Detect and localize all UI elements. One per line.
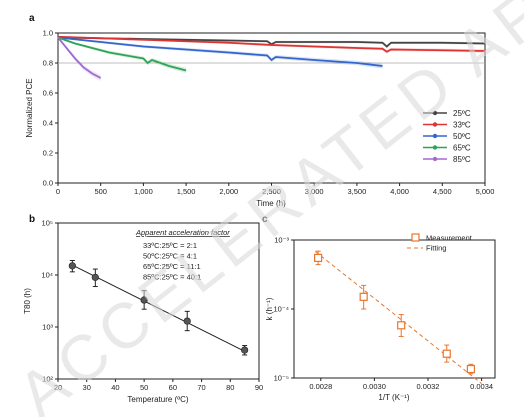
legend-label-fitting: Fitting [426,244,446,253]
y-tick-label: 0.0 [43,179,53,188]
fit-line [315,251,482,384]
annotation-line: 33ºC:25ºC = 2:1 [143,241,197,250]
data-point [397,321,406,330]
panel-a: a 0 500 1,000 1,500 2,000 2,500 3,000 3,500 4,00… [25,13,494,208]
legend-marker-1 [432,122,438,127]
data-point [241,346,249,354]
data-point [466,364,475,374]
y-tick-label: 10⁻³ [274,236,289,245]
panel-b: b 20 30 40 50 60 70 80 90 10² 10³ 10⁴ 10⁵ Apparent … [23,214,263,404]
x-tick-label: 0 [56,187,60,196]
panel-c: c 0.0028 0.0030 0.0032 0.0034 10⁻⁵ 10⁻⁴ 10⁻³ M… [262,214,496,402]
y-tick-label: 10² [42,375,53,384]
x-tick-label: 2,500 [262,187,281,196]
x-tick-label: 4,500 [433,187,452,196]
panel-b-x-label: Temperature (ºC) [127,395,188,404]
x-tick-label: 30 [83,383,91,392]
data-point [68,262,76,270]
x-tick-label: 5,000 [476,187,495,196]
panel-a-legend: 25ºC 33ºC 50ºC 65ºC 85ºC [423,109,471,164]
x-tick-label: 90 [255,383,263,392]
x-tick-label: 500 [94,187,107,196]
series-line-2 [57,36,383,67]
panel-a-x-label: Time (h) [256,199,286,208]
fit-line [72,264,245,352]
annotation-line: 65ºC:25ºC = 11:1 [143,262,201,271]
legend-label-1: 33ºC [453,121,471,130]
y-tick-label: 10⁴ [41,271,53,280]
annotation-line: 50ºC:25ºC = 4:1 [143,252,197,261]
x-tick-label: 0.0034 [470,382,493,391]
x-tick-label: 0.0028 [309,382,332,391]
x-tick-label: 2,000 [219,187,238,196]
y-tick-label: 10⁻⁴ [273,305,289,314]
series-line-4 [57,36,102,79]
panel-b-y-label: T80 (h) [23,288,32,314]
y-tick-label: 10⁻⁵ [274,374,289,383]
legend-marker-4 [432,156,438,162]
x-tick-label: 1,000 [134,187,153,196]
y-tick-label: 0.4 [43,119,53,128]
x-tick-label: 3,500 [348,187,367,196]
legend-marker-measurement [411,233,420,242]
x-tick-label: 20 [54,383,62,392]
legend-label-4: 85ºC [453,155,471,164]
legend-label-2: 50ºC [453,132,471,141]
panel-c-y-label: k (h⁻¹) [265,297,274,320]
y-tick-label: 10⁵ [42,219,53,228]
x-tick-label: 70 [197,383,205,392]
panel-a-label: a [29,13,35,24]
x-tick-label: 1,500 [177,187,196,196]
x-tick-label: 3,000 [305,187,324,196]
data-point [140,296,148,304]
y-tick-label: 0.2 [43,149,53,158]
annotation-line: 85ºC:25ºC = 40:1 [143,273,201,282]
series-line-3 [57,36,187,72]
series-band-4 [58,36,101,81]
panel-b-label: b [29,214,35,225]
panel-a-y-label: Normalized PCE [25,78,34,137]
series-line-0 [57,36,486,48]
legend-marker-0 [432,110,438,116]
data-point [359,292,368,301]
data-point [183,317,191,325]
data-point [442,349,451,358]
x-tick-label: 80 [226,383,234,392]
legend-label-3: 65ºC [453,144,471,153]
y-tick-label: 10³ [42,323,53,332]
x-tick-label: 0.0030 [363,382,386,391]
panel-c-axes [293,239,496,379]
x-tick-label: 60 [169,383,177,392]
x-tick-label: 0.0032 [417,382,440,391]
x-tick-label: 40 [111,383,119,392]
data-point [91,273,99,281]
legend-marker-2 [432,133,438,139]
panel-b-axes [57,222,260,380]
y-tick-label: 0.6 [43,89,53,98]
x-tick-label: 4,000 [390,187,409,196]
x-tick-label: 50 [140,383,148,392]
y-tick-label: 0.8 [43,59,53,68]
y-tick-label: 1.0 [43,29,53,38]
legend-label-0: 25ºC [453,109,471,118]
panel-c-label: c [262,214,268,225]
data-point [314,253,323,263]
panel-c-x-label: 1/T (K⁻¹) [378,393,410,402]
series-line-1 [57,35,486,53]
legend-label-measurement: Measurement [426,234,473,243]
legend-marker-3 [432,145,438,150]
acceleration-factor-annotation: Apparent acceleration factor 33ºC:25ºC = … [135,228,230,282]
annotation-title: Apparent acceleration factor [135,228,230,237]
